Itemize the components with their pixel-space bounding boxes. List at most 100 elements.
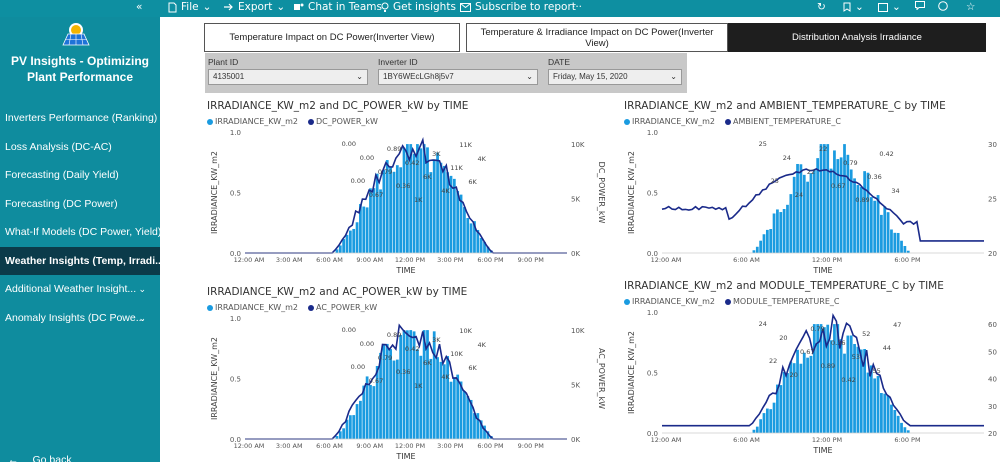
irradiance-bar[interactable] (352, 229, 355, 253)
favorite-button[interactable]: ☆ (966, 1, 975, 13)
irradiance-bar[interactable] (840, 339, 843, 433)
irradiance-bar[interactable] (456, 375, 459, 439)
irradiance-bar[interactable] (376, 174, 379, 253)
irradiance-bar[interactable] (470, 223, 473, 253)
irradiance-bar[interactable] (443, 166, 446, 253)
irradiance-bar[interactable] (450, 382, 453, 439)
irradiance-bar[interactable] (904, 427, 907, 433)
irradiance-bar[interactable] (339, 245, 342, 253)
irradiance-bar[interactable] (900, 241, 903, 253)
irradiance-bar[interactable] (383, 170, 386, 253)
irradiance-bar[interactable] (756, 247, 759, 253)
nav-item-inverters-performance[interactable]: Inverters Performance (Ranking) (0, 104, 160, 133)
irradiance-bar[interactable] (883, 206, 886, 253)
irradiance-bar[interactable] (786, 205, 789, 253)
bookmark-button[interactable]: ⌄ (843, 1, 864, 13)
irradiance-bar[interactable] (880, 215, 883, 253)
irradiance-bar[interactable] (877, 376, 880, 433)
irradiance-bar[interactable] (456, 191, 459, 253)
irradiance-bar[interactable] (907, 430, 910, 433)
irradiance-bar[interactable] (433, 159, 436, 253)
irradiance-bar[interactable] (359, 401, 362, 439)
irradiance-bar[interactable] (773, 403, 776, 433)
irradiance-bar[interactable] (463, 391, 466, 439)
irradiance-bar[interactable] (806, 358, 809, 433)
nav-item-additional-weather[interactable]: Additional Weather Insight...⌄ (0, 275, 160, 304)
irradiance-bar[interactable] (372, 386, 375, 439)
irradiance-bar[interactable] (356, 404, 359, 439)
inverter-id-dropdown[interactable]: 1BY6WEcLGh8j5v7⌄ (378, 69, 538, 85)
irradiance-bar[interactable] (352, 415, 355, 439)
export-menu[interactable]: Export⌄ (223, 1, 285, 13)
irradiance-bar[interactable] (833, 150, 836, 253)
irradiance-bar[interactable] (766, 409, 769, 433)
irradiance-bar[interactable] (766, 230, 769, 253)
irradiance-bar[interactable] (863, 171, 866, 253)
irradiance-bar[interactable] (466, 218, 469, 253)
irradiance-bar[interactable] (853, 178, 856, 253)
irradiance-bar[interactable] (810, 173, 813, 253)
chat-in-teams-button[interactable]: Chat in Teams (293, 1, 382, 13)
irradiance-bar[interactable] (460, 195, 463, 253)
irradiance-bar[interactable] (897, 416, 900, 433)
irradiance-bar[interactable] (816, 324, 819, 433)
irradiance-bar[interactable] (890, 229, 893, 253)
view-button[interactable]: ⌄ (878, 1, 901, 13)
irradiance-bar[interactable] (393, 172, 396, 253)
irradiance-bar[interactable] (820, 144, 823, 253)
irradiance-bar[interactable] (870, 197, 873, 253)
irradiance-bar[interactable] (342, 239, 345, 253)
irradiance-bar[interactable] (773, 213, 776, 253)
irradiance-bar[interactable] (759, 419, 762, 433)
irradiance-bar[interactable] (783, 209, 786, 253)
chart-irradiance-ambient-temp[interactable]: IRRADIANCE_KW_m2 and AMBIENT_TEMPERATURE… (624, 100, 1000, 276)
irradiance-bar[interactable] (399, 167, 402, 253)
irradiance-bar[interactable] (813, 324, 816, 433)
irradiance-bar[interactable] (769, 409, 772, 433)
irradiance-bar[interactable] (803, 175, 806, 253)
irradiance-bar[interactable] (433, 331, 436, 439)
irradiance-bar[interactable] (877, 195, 880, 253)
irradiance-bar[interactable] (369, 385, 372, 439)
irradiance-bar[interactable] (850, 335, 853, 433)
irradiance-bar[interactable] (346, 235, 349, 253)
irradiance-bar[interactable] (366, 207, 369, 253)
irradiance-bar[interactable] (466, 396, 469, 439)
irradiance-bar[interactable] (366, 376, 369, 439)
irradiance-bar[interactable] (480, 238, 483, 253)
irradiance-bar[interactable] (786, 373, 789, 433)
reset-button[interactable]: ↻ (817, 1, 826, 13)
irradiance-bar[interactable] (897, 233, 900, 253)
irradiance-bar[interactable] (893, 410, 896, 433)
irradiance-bar[interactable] (349, 415, 352, 439)
nav-item-loss-analysis[interactable]: Loss Analysis (DC-AC) (0, 133, 160, 162)
irradiance-bar[interactable] (779, 385, 782, 433)
chart-irradiance-module-temp[interactable]: IRRADIANCE_KW_m2 and MODULE_TEMPERATURE_… (624, 280, 1000, 456)
irradiance-bar[interactable] (763, 413, 766, 433)
nav-item-weather-insights[interactable]: Weather Insights (Temp, Irradi... (0, 247, 160, 276)
tab-temperature-impact[interactable]: Temperature Impact on DC Power(Inverter … (204, 23, 460, 52)
more-options-button[interactable]: ··· (572, 1, 582, 13)
irradiance-bar[interactable] (349, 231, 352, 253)
irradiance-bar[interactable] (429, 359, 432, 439)
irradiance-bar[interactable] (779, 212, 782, 253)
irradiance-bar[interactable] (783, 372, 786, 433)
explore-button[interactable] (938, 1, 948, 11)
irradiance-bar[interactable] (887, 212, 890, 253)
plant-id-dropdown[interactable]: 4135001⌄ (208, 69, 368, 85)
irradiance-bar[interactable] (399, 335, 402, 439)
irradiance-bar[interactable] (436, 153, 439, 253)
irradiance-bar[interactable] (904, 246, 907, 253)
irradiance-bar[interactable] (463, 207, 466, 253)
irradiance-bar[interactable] (453, 377, 456, 439)
irradiance-bar[interactable] (460, 382, 463, 439)
irradiance-bar[interactable] (416, 349, 419, 439)
irradiance-bar[interactable] (880, 393, 883, 433)
irradiance-bar[interactable] (429, 172, 432, 253)
irradiance-bar[interactable] (883, 394, 886, 433)
irradiance-bar[interactable] (803, 353, 806, 433)
irradiance-bar[interactable] (453, 179, 456, 253)
irradiance-bar[interactable] (843, 354, 846, 433)
irradiance-bar[interactable] (339, 431, 342, 439)
irradiance-bar[interactable] (830, 340, 833, 433)
